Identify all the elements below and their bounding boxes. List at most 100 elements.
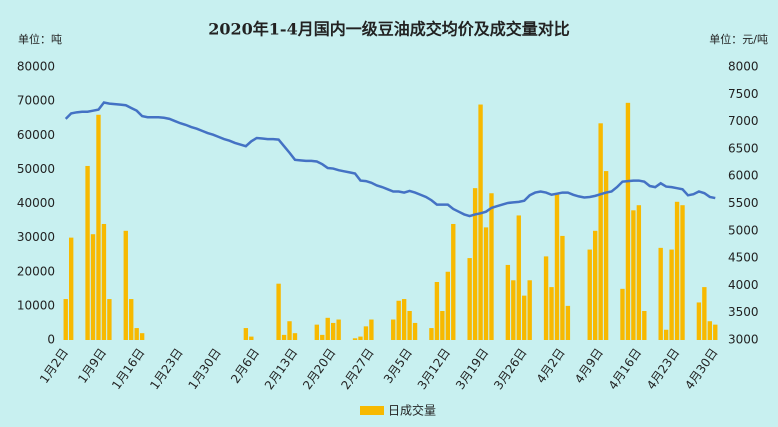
bar (543, 256, 549, 340)
x-tick-label: 1月9日 (75, 346, 109, 386)
bar (320, 334, 325, 340)
bar (631, 210, 636, 340)
x-tick-label: 3月26日 (491, 346, 529, 392)
bar (560, 235, 565, 340)
bar (314, 324, 319, 340)
bar (123, 230, 128, 340)
y-unit: 单位：吨 (18, 32, 62, 46)
bar (554, 193, 560, 340)
x-tick-label: 3月12日 (415, 346, 453, 392)
bar (101, 223, 107, 340)
y-tick-label: 30000 (17, 230, 55, 244)
x-tick-label: 3月5日 (381, 346, 415, 386)
x-tick-label: 2月6日 (228, 346, 262, 386)
y-tick-label: 40000 (17, 196, 55, 210)
bar (445, 271, 450, 340)
bar (107, 299, 112, 340)
y2-tick-label: 3000 (728, 333, 759, 347)
bar (663, 329, 669, 340)
x-tick-label: 3月19日 (453, 346, 491, 392)
bar (358, 336, 363, 340)
bar (139, 333, 145, 340)
bar (489, 193, 494, 340)
x-tick-label: 1月2日 (37, 346, 71, 386)
bar (90, 234, 96, 340)
legend-label: 日成交量 (388, 403, 436, 418)
bar (511, 280, 516, 340)
bar (516, 215, 521, 340)
y-tick-label: 60000 (17, 128, 55, 142)
bar (96, 114, 101, 341)
bar (440, 310, 445, 340)
x-tick-label: 2月20日 (300, 346, 338, 392)
bar (713, 324, 718, 340)
y-tick-label: 20000 (17, 264, 55, 278)
bar (85, 165, 90, 340)
bar (636, 205, 642, 340)
y-tick-label: 50000 (17, 162, 55, 176)
y-tick-label: 80000 (17, 60, 55, 74)
bar (603, 171, 609, 340)
y2-tick-label: 6000 (728, 169, 759, 183)
y-tick-label: 70000 (17, 94, 55, 108)
bar (276, 283, 281, 340)
y2-tick-label: 4500 (728, 251, 759, 265)
bar (281, 334, 287, 340)
bar (451, 223, 456, 340)
y2-tick-label: 7500 (728, 87, 759, 101)
bar (587, 249, 592, 340)
bar (401, 299, 407, 340)
bar (707, 321, 712, 340)
bar (391, 319, 396, 340)
bar (467, 258, 472, 340)
bar (642, 310, 647, 340)
y-tick-label: 10000 (17, 298, 55, 312)
bar (549, 287, 554, 340)
bar (696, 302, 702, 340)
bar (598, 123, 603, 341)
bar (336, 319, 341, 340)
chart-title: 2020年1-4月国内一级豆油成交均价及成交量对比 (208, 20, 569, 39)
bar (396, 300, 401, 340)
bar (478, 104, 483, 340)
bar (325, 317, 330, 340)
bar (472, 188, 478, 340)
bar (69, 237, 74, 340)
x-tick-label: 1月23日 (147, 346, 185, 392)
bar (669, 249, 674, 340)
line (64, 101, 716, 218)
y2-tick-label: 8000 (728, 60, 759, 74)
x-tick-label: 4月23日 (644, 346, 682, 392)
bar (505, 264, 511, 340)
bar (292, 333, 298, 340)
y2-tick-label: 5500 (728, 196, 759, 210)
x-tick-label: 1月16日 (109, 346, 147, 392)
bar (407, 310, 412, 340)
y2-tick-label: 4000 (728, 278, 759, 292)
bar (620, 288, 625, 340)
bar (331, 322, 336, 340)
y2-tick-label: 6500 (728, 141, 759, 155)
bar (369, 319, 374, 340)
bar (363, 326, 369, 340)
bar (134, 328, 139, 340)
x-tick-label: 4月2日 (534, 346, 568, 386)
bar (243, 328, 249, 340)
bar (249, 336, 254, 340)
bar (658, 247, 663, 340)
bar (674, 201, 680, 340)
bar (593, 230, 598, 340)
bar (522, 295, 527, 340)
bar (680, 205, 685, 340)
x-tick-label: 4月9日 (572, 346, 606, 386)
x-tick-label: 2月27日 (338, 346, 376, 392)
bar (429, 328, 434, 340)
y2-tick-label: 5000 (728, 223, 759, 237)
y-tick-label: 0 (47, 333, 55, 347)
x-tick-label: 4月30日 (682, 346, 720, 392)
x-tick-label: 4月16日 (606, 346, 644, 392)
bar (412, 322, 418, 340)
y2-tick-label: 3500 (728, 305, 759, 319)
bar (434, 281, 440, 340)
